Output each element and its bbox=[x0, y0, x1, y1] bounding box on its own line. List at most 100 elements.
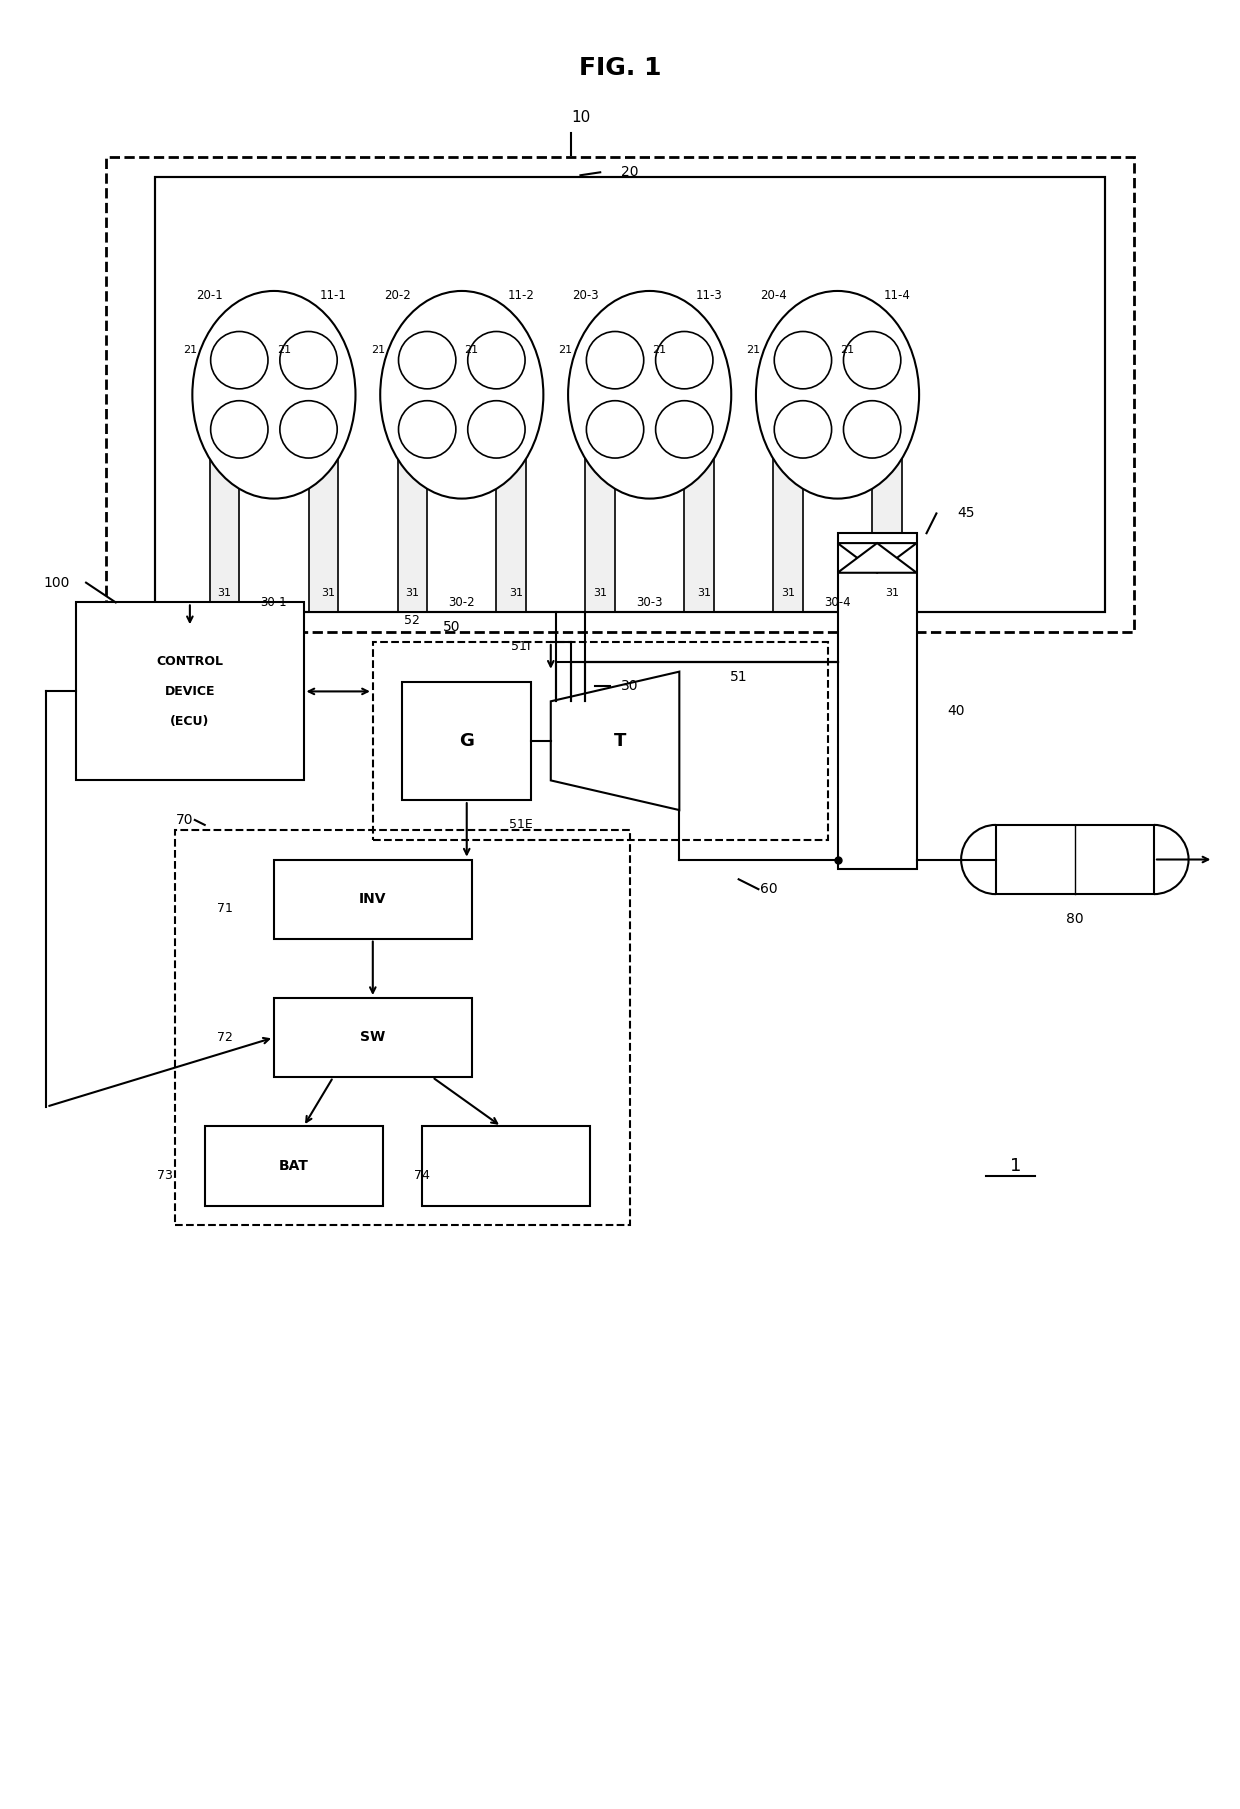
Text: 21: 21 bbox=[558, 346, 573, 355]
Text: 100: 100 bbox=[43, 575, 69, 590]
Text: 45: 45 bbox=[957, 507, 975, 521]
Bar bbox=[274, 999, 471, 1076]
Circle shape bbox=[656, 402, 713, 458]
Bar bbox=[76, 602, 304, 780]
Bar bbox=[585, 394, 615, 611]
Text: 21: 21 bbox=[371, 346, 384, 355]
Circle shape bbox=[843, 331, 900, 389]
Text: 11-4: 11-4 bbox=[883, 289, 910, 302]
Circle shape bbox=[774, 331, 832, 389]
Ellipse shape bbox=[756, 291, 919, 499]
Text: 20-1: 20-1 bbox=[196, 289, 223, 302]
Text: 21: 21 bbox=[841, 346, 854, 355]
Bar bbox=[373, 642, 827, 839]
Bar bbox=[398, 394, 428, 611]
Text: G: G bbox=[459, 733, 474, 751]
Text: 80: 80 bbox=[1066, 912, 1084, 926]
Text: 52: 52 bbox=[404, 613, 420, 626]
Bar bbox=[309, 394, 339, 611]
Text: 11-3: 11-3 bbox=[696, 289, 723, 302]
Text: 21: 21 bbox=[652, 346, 667, 355]
Text: 73: 73 bbox=[157, 1169, 174, 1183]
Bar bbox=[205, 1127, 383, 1205]
Text: 11-2: 11-2 bbox=[507, 289, 534, 302]
Text: 21: 21 bbox=[277, 346, 291, 355]
Text: 30: 30 bbox=[621, 680, 639, 693]
Text: CONTROL: CONTROL bbox=[156, 655, 223, 668]
Circle shape bbox=[656, 331, 713, 389]
Circle shape bbox=[211, 402, 268, 458]
Bar bbox=[403, 682, 531, 800]
Text: SW: SW bbox=[360, 1031, 386, 1044]
Text: 21: 21 bbox=[465, 346, 479, 355]
Text: BAT: BAT bbox=[279, 1160, 309, 1172]
Bar bbox=[872, 394, 901, 611]
Text: 30-4: 30-4 bbox=[825, 595, 851, 610]
Text: 30-3: 30-3 bbox=[636, 595, 663, 610]
Text: 10: 10 bbox=[570, 110, 590, 125]
Text: 1: 1 bbox=[1009, 1158, 1022, 1176]
Circle shape bbox=[280, 402, 337, 458]
Text: 40: 40 bbox=[947, 704, 965, 718]
Text: 11-1: 11-1 bbox=[320, 289, 347, 302]
Bar bbox=[684, 394, 714, 611]
Bar bbox=[837, 534, 916, 870]
Circle shape bbox=[398, 402, 456, 458]
Polygon shape bbox=[837, 543, 916, 573]
Bar bbox=[175, 830, 630, 1225]
Text: 31: 31 bbox=[217, 588, 232, 597]
Text: (ECU): (ECU) bbox=[170, 715, 210, 727]
Text: 21: 21 bbox=[182, 346, 197, 355]
Text: DEVICE: DEVICE bbox=[165, 686, 215, 698]
Bar bbox=[996, 825, 1154, 894]
Text: 70: 70 bbox=[176, 812, 193, 827]
Bar bbox=[155, 177, 1105, 611]
Circle shape bbox=[467, 402, 525, 458]
Text: 20-4: 20-4 bbox=[760, 289, 786, 302]
Ellipse shape bbox=[381, 291, 543, 499]
Text: 51E: 51E bbox=[510, 818, 533, 832]
Text: 51: 51 bbox=[730, 669, 748, 684]
Circle shape bbox=[587, 331, 644, 389]
Ellipse shape bbox=[568, 291, 732, 499]
Text: 31: 31 bbox=[885, 588, 899, 597]
Text: 72: 72 bbox=[217, 1031, 232, 1044]
Text: 31: 31 bbox=[321, 588, 335, 597]
Ellipse shape bbox=[192, 291, 356, 499]
Bar bbox=[210, 394, 239, 611]
Text: 51I: 51I bbox=[511, 640, 531, 653]
Text: INV: INV bbox=[360, 892, 387, 906]
Text: 20-3: 20-3 bbox=[572, 289, 599, 302]
Text: 20-2: 20-2 bbox=[384, 289, 410, 302]
Text: 50: 50 bbox=[443, 620, 460, 635]
Text: 21: 21 bbox=[746, 346, 760, 355]
Polygon shape bbox=[551, 671, 680, 810]
Text: 31: 31 bbox=[697, 588, 711, 597]
Circle shape bbox=[843, 402, 900, 458]
Bar bbox=[774, 394, 804, 611]
Text: 31: 31 bbox=[593, 588, 608, 597]
Bar bbox=[105, 157, 1135, 631]
Circle shape bbox=[587, 402, 644, 458]
Circle shape bbox=[467, 331, 525, 389]
Text: 31: 31 bbox=[405, 588, 419, 597]
Text: 74: 74 bbox=[414, 1169, 430, 1183]
Text: 71: 71 bbox=[217, 903, 232, 915]
Text: FIG. 1: FIG. 1 bbox=[579, 56, 661, 80]
Text: 30-1: 30-1 bbox=[260, 595, 288, 610]
Text: 31: 31 bbox=[781, 588, 795, 597]
Bar bbox=[423, 1127, 590, 1205]
Polygon shape bbox=[837, 543, 916, 573]
Bar bbox=[496, 394, 526, 611]
Text: 30-2: 30-2 bbox=[449, 595, 475, 610]
Circle shape bbox=[398, 331, 456, 389]
Bar bbox=[274, 859, 471, 939]
Circle shape bbox=[280, 331, 337, 389]
Circle shape bbox=[774, 402, 832, 458]
Text: 60: 60 bbox=[760, 883, 777, 895]
Text: 20: 20 bbox=[621, 165, 639, 179]
Bar bbox=[155, 177, 1105, 611]
Text: T: T bbox=[614, 733, 626, 751]
Text: 31: 31 bbox=[510, 588, 523, 597]
Circle shape bbox=[211, 331, 268, 389]
